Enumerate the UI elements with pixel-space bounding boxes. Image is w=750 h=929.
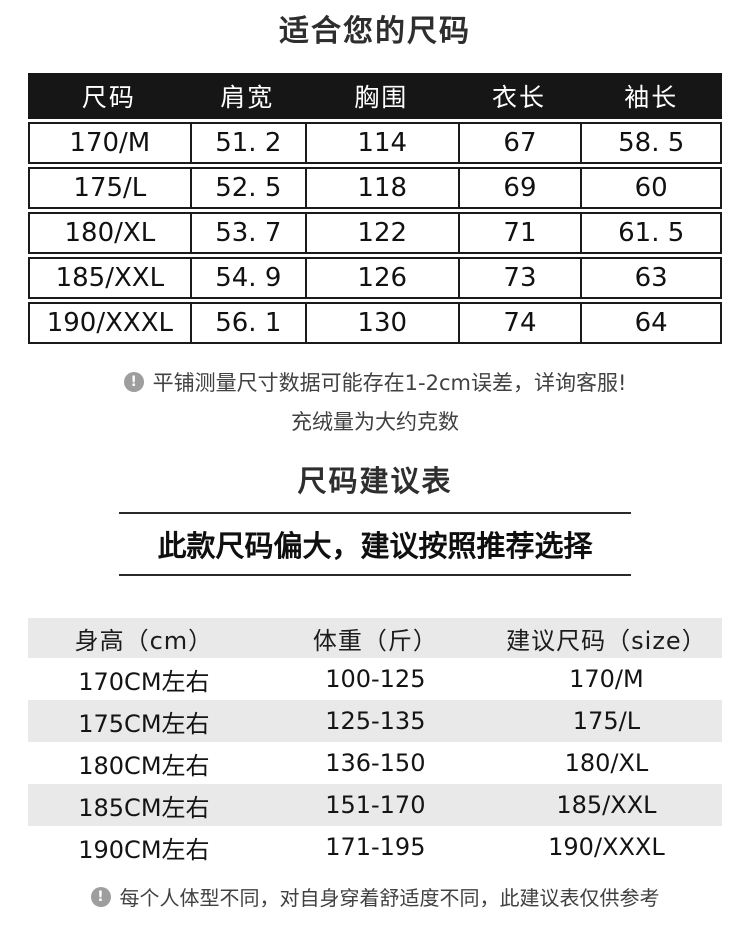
exclamation-icon: !: [123, 372, 144, 392]
chest-cell: 122: [304, 212, 458, 254]
length-cell: 74: [457, 302, 581, 344]
size-advice-statement: 此款尺码偏大，建议按照推荐选择: [119, 512, 631, 576]
size-table-header-sleeve: 袖长: [580, 73, 722, 119]
rec-table-header-row: 身高（cm） 体重（斤） 建议尺码（size）: [28, 618, 722, 658]
recommended-size-cell: 175/L: [490, 700, 722, 742]
shoulder-cell: 56. 1: [189, 302, 305, 344]
length-cell: 69: [457, 167, 581, 209]
shoulder-cell: 51. 2: [189, 122, 305, 164]
filling-weight-note: 充绒量为大约克数: [291, 410, 459, 434]
rec-table-header-size: 建议尺码（size）: [490, 618, 722, 658]
table-row: 170/M 51. 2 114 67 58. 5: [28, 122, 722, 164]
table-row: 175CM左右 125-135 175/L: [28, 700, 722, 742]
sleeve-cell: 60: [580, 167, 722, 209]
chest-cell: 126: [304, 257, 458, 299]
length-cell: 71: [457, 212, 581, 254]
height-cell: 190CM左右: [78, 835, 210, 864]
chest-cell: 130: [304, 302, 458, 344]
rec-table-header-height: 身高（cm）: [28, 618, 260, 658]
weight-cell: 100-125: [325, 665, 426, 693]
shoulder-cell: 52. 5: [189, 167, 305, 209]
measure-tolerance-note: ! 平铺测量尺寸数据可能存在1-2cm误差，详询客服!: [0, 367, 750, 397]
table-row: 180/XL 53. 7 122 71 61. 5: [28, 212, 722, 254]
recommended-size-cell: 185/XXL: [490, 784, 722, 826]
shoulder-cell: 53. 7: [189, 212, 305, 254]
measure-tolerance-note-text: 平铺测量尺寸数据可能存在1-2cm误差，详询客服!: [152, 371, 627, 395]
size-table-header-size: 尺码: [28, 73, 190, 119]
recommendation-heading: 尺码建议表: [297, 464, 453, 498]
recommended-size-cell: 170/M: [569, 665, 644, 693]
chest-cell: 114: [304, 122, 458, 164]
chest-cell: 118: [304, 167, 458, 209]
weight-cell: 136-150: [325, 749, 426, 777]
shoulder-cell: 54. 9: [189, 257, 305, 299]
disclaimer-note-text: 每个人体型不同，对自身穿着舒适度不同，此建议表仅供参考: [119, 886, 660, 910]
size-table-header-row: 尺码 肩宽 胸围 衣长 袖长: [28, 73, 722, 119]
length-cell: 67: [457, 122, 581, 164]
page-title: 适合您的尺码: [279, 14, 471, 49]
size-table-header-chest: 胸围: [304, 73, 458, 119]
weight-cell: 151-170: [259, 784, 491, 826]
table-row: 185CM左右 151-170 185/XXL: [28, 784, 722, 826]
sleeve-cell: 61. 5: [580, 212, 722, 254]
recommended-size-cell: 190/XXXL: [548, 833, 665, 861]
size-cell: 180/XL: [28, 212, 190, 254]
sleeve-cell: 63: [580, 257, 722, 299]
length-cell: 73: [457, 257, 581, 299]
size-cell: 185/XXL: [28, 257, 190, 299]
size-cell: 170/M: [28, 122, 190, 164]
weight-cell: 171-195: [325, 833, 426, 861]
sleeve-cell: 58. 5: [580, 122, 722, 164]
table-row: 185/XXL 54. 9 126 73 63: [28, 257, 722, 299]
weight-cell: 125-135: [259, 700, 491, 742]
table-row: 190CM左右 171-195 190/XXXL: [28, 826, 722, 868]
size-recommendation-table: 身高（cm） 体重（斤） 建议尺码（size） 170CM左右 100-125 …: [28, 618, 722, 868]
size-cell: 190/XXXL: [28, 302, 190, 344]
recommended-size-cell: 180/XL: [564, 749, 649, 777]
table-row: 175/L 52. 5 118 69 60: [28, 167, 722, 209]
height-cell: 185CM左右: [28, 784, 260, 826]
sleeve-cell: 64: [580, 302, 722, 344]
height-cell: 175CM左右: [28, 700, 260, 742]
height-cell: 170CM左右: [78, 667, 210, 696]
table-row: 170CM左右 100-125 170/M: [28, 658, 722, 700]
table-row: 180CM左右 136-150 180/XL: [28, 742, 722, 784]
size-table-header-length: 衣长: [457, 73, 581, 119]
exclamation-icon: !: [90, 886, 111, 907]
height-cell: 180CM左右: [78, 751, 210, 780]
rec-table-header-weight: 体重（斤）: [259, 618, 491, 658]
size-table-header-shoulder: 肩宽: [189, 73, 305, 119]
size-cell: 175/L: [28, 167, 190, 209]
disclaimer-note: ! 每个人体型不同，对自身穿着舒适度不同，此建议表仅供参考: [0, 882, 750, 911]
table-row: 190/XXXL 56. 1 130 74 64: [28, 302, 722, 344]
size-measurement-table: 尺码 肩宽 胸围 衣长 袖长 170/M 51. 2 114 67 58. 5 …: [28, 70, 722, 347]
